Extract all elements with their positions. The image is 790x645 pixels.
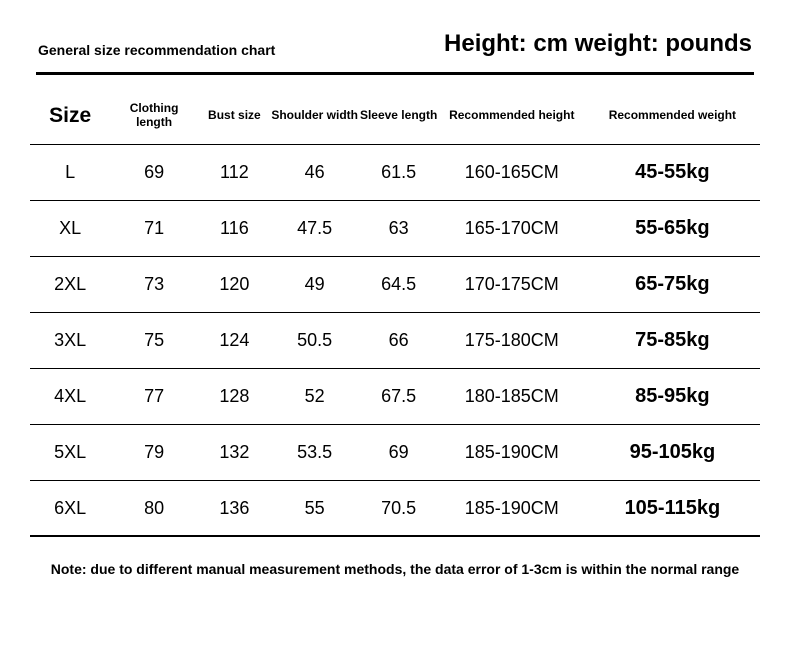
table-row: 6XL 80 136 55 70.5 185-190CM 105-115kg — [30, 480, 760, 536]
col-shoulder-width: Shoulder width — [271, 101, 359, 144]
col-recommended-height: Recommended height — [439, 101, 585, 144]
col-bust-size: Bust size — [198, 101, 271, 144]
cell-bust: 124 — [198, 312, 271, 368]
cell-clen: 77 — [110, 368, 198, 424]
col-recommended-weight: Recommended weight — [585, 101, 760, 144]
cell-sw: 55 — [271, 480, 359, 536]
cell-size: 5XL — [30, 424, 110, 480]
cell-rw: 95-105kg — [585, 424, 760, 480]
title-right: Height: cm weight: pounds — [444, 30, 752, 58]
table-row: L 69 112 46 61.5 160-165CM 45-55kg — [30, 144, 760, 200]
col-clothing-length: Clothing length — [110, 101, 198, 144]
cell-clen: 79 — [110, 424, 198, 480]
top-rule — [36, 72, 754, 75]
size-table: Size Clothing length Bust size Shoulder … — [30, 101, 760, 537]
col-size: Size — [30, 101, 110, 144]
cell-size: 2XL — [30, 256, 110, 312]
cell-clen: 73 — [110, 256, 198, 312]
cell-size: L — [30, 144, 110, 200]
cell-bust: 132 — [198, 424, 271, 480]
cell-sw: 46 — [271, 144, 359, 200]
cell-sl: 70.5 — [358, 480, 438, 536]
cell-rw: 45-55kg — [585, 144, 760, 200]
cell-bust: 128 — [198, 368, 271, 424]
footnote: Note: due to different manual measuremen… — [30, 561, 760, 577]
cell-clen: 75 — [110, 312, 198, 368]
table-row: 5XL 79 132 53.5 69 185-190CM 95-105kg — [30, 424, 760, 480]
cell-sl: 64.5 — [358, 256, 438, 312]
table-row: XL 71 116 47.5 63 165-170CM 55-65kg — [30, 200, 760, 256]
cell-sl: 61.5 — [358, 144, 438, 200]
col-sleeve-length: Sleeve length — [358, 101, 438, 144]
cell-sw: 50.5 — [271, 312, 359, 368]
cell-size: 3XL — [30, 312, 110, 368]
cell-rw: 75-85kg — [585, 312, 760, 368]
cell-clen: 69 — [110, 144, 198, 200]
cell-size: 4XL — [30, 368, 110, 424]
cell-size: 6XL — [30, 480, 110, 536]
cell-rh: 175-180CM — [439, 312, 585, 368]
cell-bust: 112 — [198, 144, 271, 200]
cell-sw: 47.5 — [271, 200, 359, 256]
cell-sl: 66 — [358, 312, 438, 368]
cell-rw: 55-65kg — [585, 200, 760, 256]
cell-clen: 71 — [110, 200, 198, 256]
cell-rw: 105-115kg — [585, 480, 760, 536]
cell-rw: 85-95kg — [585, 368, 760, 424]
cell-sw: 52 — [271, 368, 359, 424]
cell-sw: 53.5 — [271, 424, 359, 480]
cell-sl: 63 — [358, 200, 438, 256]
cell-bust: 136 — [198, 480, 271, 536]
cell-rw: 65-75kg — [585, 256, 760, 312]
table-row: 4XL 77 128 52 67.5 180-185CM 85-95kg — [30, 368, 760, 424]
table-row: 2XL 73 120 49 64.5 170-175CM 65-75kg — [30, 256, 760, 312]
cell-clen: 80 — [110, 480, 198, 536]
subtitle: General size recommendation chart — [38, 42, 275, 58]
table-row: 3XL 75 124 50.5 66 175-180CM 75-85kg — [30, 312, 760, 368]
cell-rh: 185-190CM — [439, 424, 585, 480]
header-row: General size recommendation chart Height… — [30, 30, 760, 72]
cell-rh: 165-170CM — [439, 200, 585, 256]
cell-bust: 116 — [198, 200, 271, 256]
cell-sw: 49 — [271, 256, 359, 312]
cell-sl: 67.5 — [358, 368, 438, 424]
cell-sl: 69 — [358, 424, 438, 480]
cell-rh: 185-190CM — [439, 480, 585, 536]
cell-rh: 160-165CM — [439, 144, 585, 200]
cell-bust: 120 — [198, 256, 271, 312]
cell-rh: 170-175CM — [439, 256, 585, 312]
cell-rh: 180-185CM — [439, 368, 585, 424]
cell-size: XL — [30, 200, 110, 256]
table-header-row: Size Clothing length Bust size Shoulder … — [30, 101, 760, 144]
